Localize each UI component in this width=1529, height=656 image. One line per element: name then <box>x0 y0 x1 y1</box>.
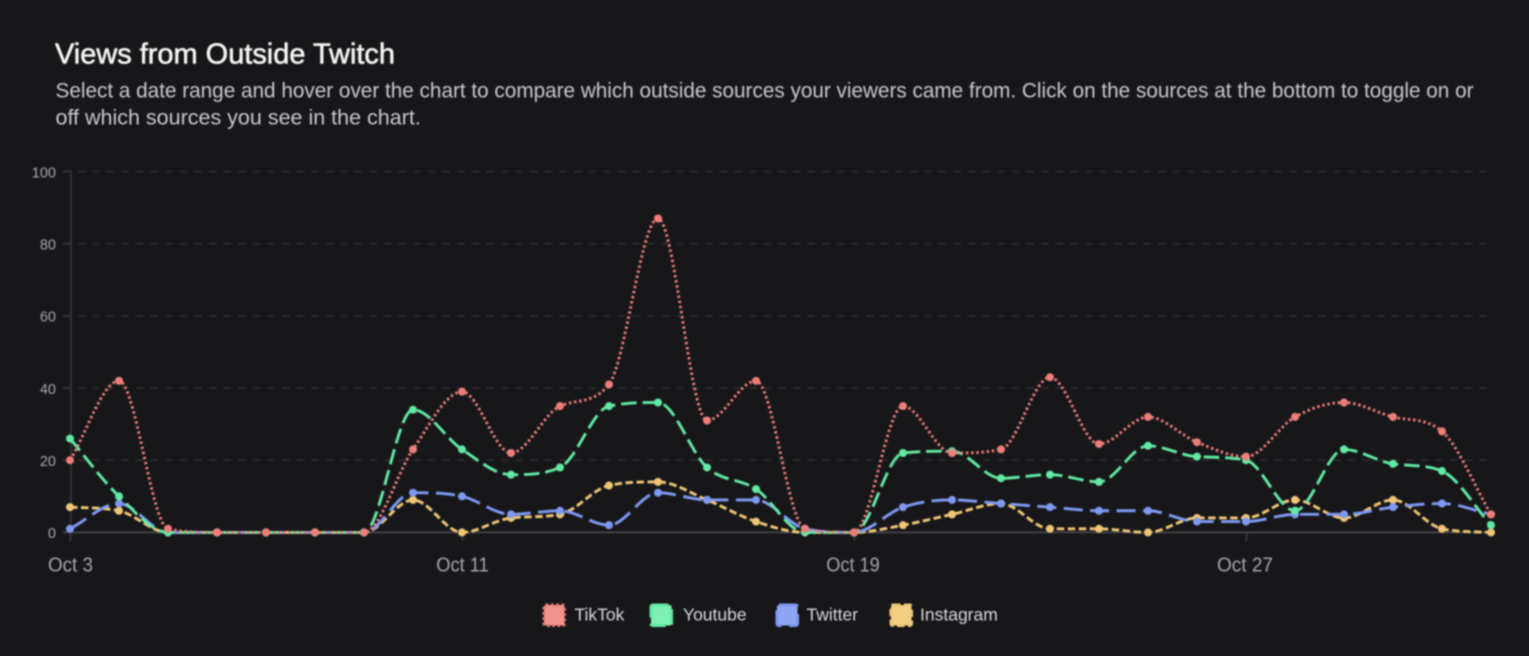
svg-text:60: 60 <box>40 310 56 326</box>
svg-text:TikTok: TikTok <box>575 605 625 625</box>
svg-text:Oct 3: Oct 3 <box>48 554 93 576</box>
svg-text:80: 80 <box>40 237 56 253</box>
svg-text:Oct 11: Oct 11 <box>436 554 489 576</box>
svg-text:40: 40 <box>40 382 56 398</box>
svg-text:Oct 19: Oct 19 <box>826 554 880 576</box>
svg-text:Views from Outside Twitch: Views from Outside Twitch <box>55 39 395 71</box>
svg-text:off which sources you see in t: off which sources you see in the chart. <box>56 106 421 130</box>
svg-text:0: 0 <box>48 526 56 542</box>
svg-text:Select a date range and hover: Select a date range and hover over the c… <box>56 79 1474 103</box>
svg-text:Oct 27: Oct 27 <box>1217 554 1273 576</box>
svg-text:Instagram: Instagram <box>920 605 998 625</box>
svg-text:Twitter: Twitter <box>807 605 859 625</box>
svg-text:100: 100 <box>32 165 56 181</box>
svg-text:20: 20 <box>40 454 56 470</box>
svg-text:Youtube: Youtube <box>683 605 747 625</box>
